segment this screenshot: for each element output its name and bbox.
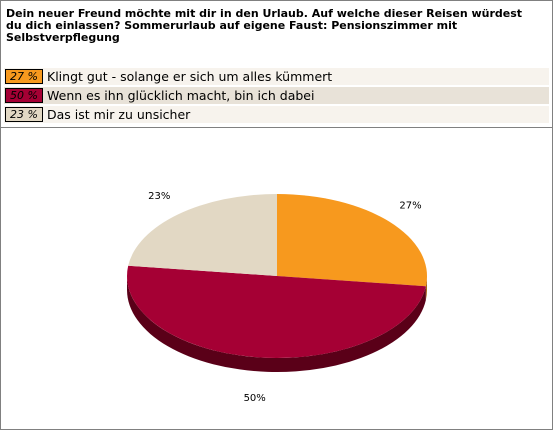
pie-slice-side: [127, 276, 426, 372]
answer-label: Klingt gut - solange er sich um alles kü…: [47, 69, 333, 84]
pie-chart-area: 27% 50% 23%: [1, 128, 552, 429]
pie-slice: [127, 265, 426, 358]
answer-list: 27 % Klingt gut - solange er sich um all…: [4, 68, 549, 125]
answer-percent-badge: 27 %: [5, 69, 43, 84]
pie-chart: 27% 50% 23%: [127, 191, 428, 404]
answer-row-2: 50 % Wenn es ihn glücklich macht, bin ic…: [4, 87, 549, 104]
answer-row-3: 23 % Das ist mir zu unsicher: [4, 106, 549, 123]
poll-question: Dein neuer Freund möchte mit dir in den …: [6, 7, 523, 44]
answer-percent-badge: 23 %: [5, 107, 43, 122]
pie-data-label: 23%: [148, 191, 170, 202]
pie-slice-side: [425, 276, 428, 301]
answer-percent-badge: 50 %: [5, 88, 43, 103]
pie-data-label: 50%: [244, 393, 266, 404]
poll-header: Dein neuer Freund möchte mit dir in den …: [1, 1, 552, 128]
answer-label: Das ist mir zu unsicher: [47, 107, 191, 122]
pie-slice: [277, 194, 427, 287]
pie-data-label: 27%: [399, 201, 421, 212]
pie-slice: [128, 194, 277, 276]
answer-label: Wenn es ihn glücklich macht, bin ich dab…: [47, 88, 315, 103]
answer-row-1: 27 % Klingt gut - solange er sich um all…: [4, 68, 549, 85]
